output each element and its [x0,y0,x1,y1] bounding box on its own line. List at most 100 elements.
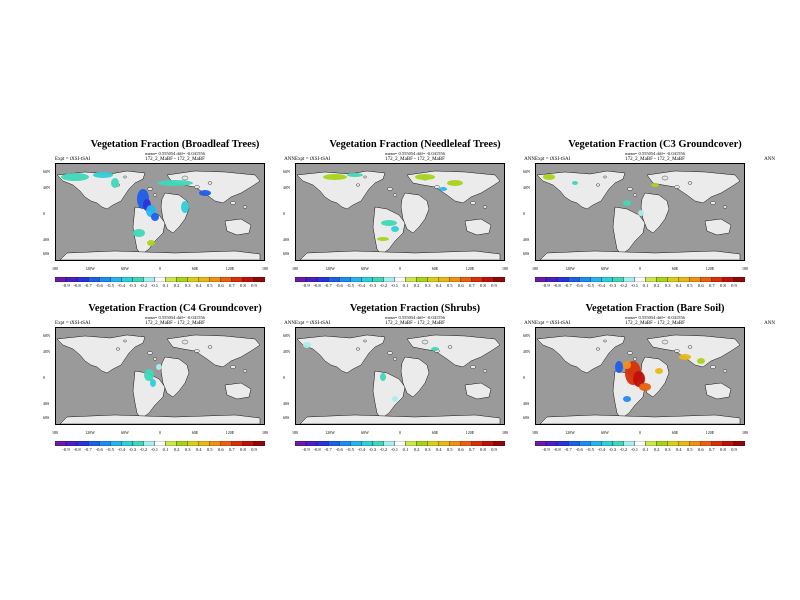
colorbar-tick-label: 0.5 [686,283,693,288]
colorbar-tick-label: -0.5 [586,447,594,452]
colorbar-swatch [612,441,624,446]
lon-tick-label: 120W [565,430,575,435]
lon-tick-label: 60E [431,430,439,435]
colorbar-tick-label: -0.9 [62,283,70,288]
lon-tick-label: 180 [52,430,58,435]
lon-tick-label: 0 [159,430,161,435]
island [687,181,693,185]
lat-tick-label: 40N [523,184,530,190]
lat-tick-label: 60S [283,414,290,420]
colorbar-swatch [568,441,580,446]
island [661,175,669,181]
colorbar-swatch [316,277,329,282]
colorbar-tick-label: 0.1 [162,447,169,452]
colorbar-tick-label: -0.1 [390,283,399,288]
colorbar-tick-label: -0.8 [313,447,321,452]
lon-tick-label: 120W [85,266,95,271]
colorbar-tick-label: -0.9 [542,447,550,452]
island [421,339,429,345]
colorbar-tick-label: 0.6 [217,447,224,452]
island [207,181,213,185]
land-mass [56,334,146,374]
colorbar-tick-label: -0.6 [575,283,583,288]
lat-tick-label: 0 [43,374,45,380]
colorbar-swatch [623,441,635,446]
season-label: ANN [764,321,775,326]
island [674,185,680,189]
panel-title: Vegetation Fraction (Broadleaf Trees) [90,139,260,150]
colorbar-tick-label: 0.2 [173,283,180,288]
land-mass [299,414,501,425]
lon-tick-label: 180 [502,430,508,435]
lon-tick-label: 180 [262,430,268,435]
colorbar-swatch [568,277,580,282]
colorbar-tick-label: -0.6 [335,447,343,452]
colorbar-tick-label: 0.8 [720,447,726,452]
season-label: ANN [764,157,775,162]
island [230,365,236,369]
colorbar-tick-label: -0.9 [542,283,550,288]
lat-tick-label: 60N [43,168,50,174]
anomaly-region [655,368,663,374]
anomaly-region [615,361,623,373]
land-mass [464,218,492,236]
colorbar-swatch [711,441,724,446]
colorbar-swatch [220,441,232,446]
lat-tick-label: 60S [43,414,50,420]
anomaly-region [199,190,211,196]
colorbar-tick-label: -0.2 [139,283,148,288]
anomaly-region [144,369,154,381]
colorbar-tick-label: 0.3 [184,447,191,452]
colorbar-swatch [121,441,133,446]
colorbar-swatch [711,277,724,282]
anomaly-region [415,174,435,180]
colorbar-swatch [55,277,67,282]
colorbar-swatch [427,441,439,446]
colorbar-swatch [121,277,133,282]
anomaly-region [572,181,578,185]
lat-tick-label: 40S [43,236,50,242]
lon-tick-label: 180 [502,266,508,271]
island [123,339,127,343]
colorbar-swatch [154,277,166,282]
land-mass [400,192,430,234]
colorbar-swatch [187,277,199,282]
colorbar-tick-label: 0.9 [491,447,497,452]
colorbar-swatch [733,441,745,446]
run-label: 172_2_MaBF - 172_2_MaBF [625,321,685,326]
colorbar-swatch [339,441,351,446]
lon-tick-label: 60W [121,266,129,271]
land-mass [640,192,670,234]
lon-tick-label: 120E [465,266,475,271]
lat-tick-label: 60S [43,250,50,256]
anomaly-region [381,220,397,226]
colorbar-tick-label: 0.8 [480,283,486,288]
colorbar-swatch [242,441,255,446]
colorbar-tick-label: 0.9 [251,447,257,452]
lat-tick-label: 60N [43,332,50,338]
run-label: 172_2_MaBF - 172_2_MaBF [145,157,205,162]
lat-tick-label: 60S [283,250,290,256]
colorbar-swatch [339,277,351,282]
colorbar-swatch [667,441,679,446]
colorbar-swatch [143,277,155,282]
anomaly-region [111,178,119,188]
anomaly-region [623,361,631,369]
island [387,187,393,191]
anomaly-region [181,201,189,213]
island [661,339,669,345]
colorbar-tick-label: 0.9 [251,283,257,288]
colorbar-tick-label: 0.6 [217,283,224,288]
lon-tick-label: 180 [742,266,748,271]
colorbar-tick-label: 0.4 [675,447,682,452]
colorbar-swatch [601,441,613,446]
land-mass [400,356,430,398]
colorbar-tick-label: -0.7 [84,283,92,288]
colorbar-tick-label: 0.2 [653,283,660,288]
island [207,345,213,349]
map-plot [295,327,505,425]
lon-tick-label: 60E [191,430,199,435]
land-mass [704,218,732,236]
colorbar-swatch [601,277,613,282]
island [230,201,236,205]
